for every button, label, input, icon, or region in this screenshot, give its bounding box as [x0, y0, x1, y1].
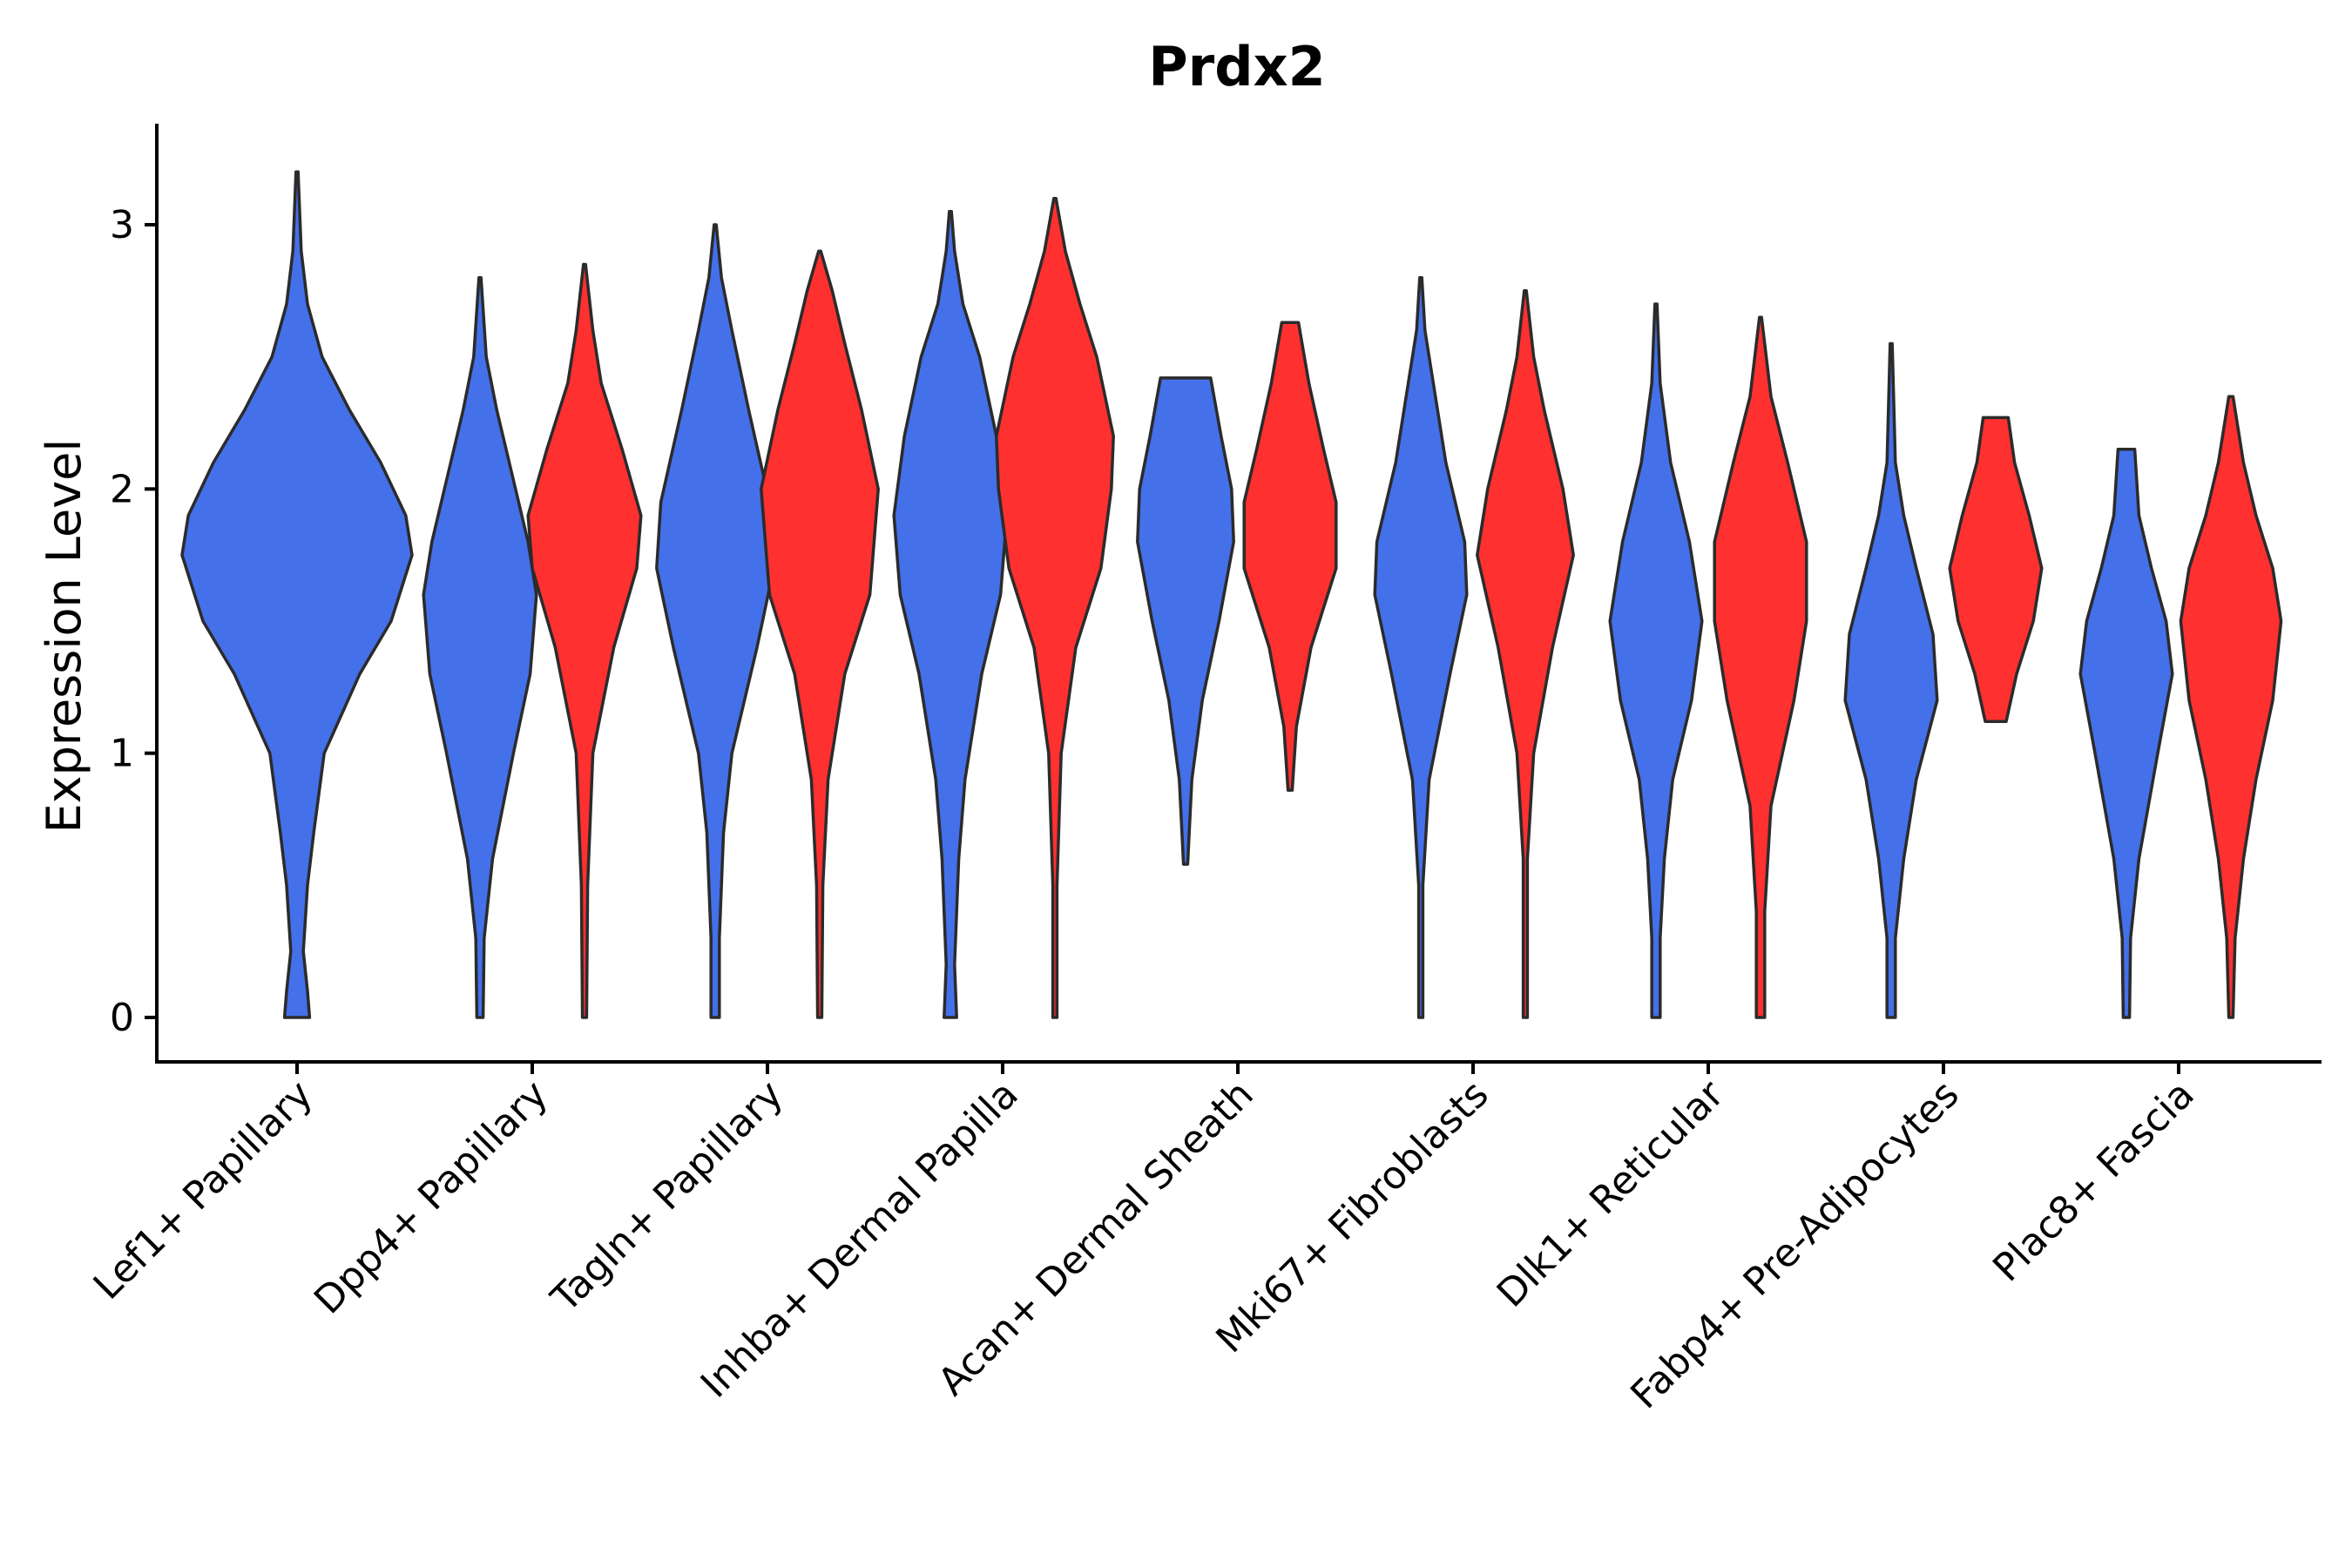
violin-6-group_b [1713, 315, 1808, 1019]
violin-3-group_a [892, 210, 1009, 1019]
y-tick-label: 3 [110, 203, 134, 247]
x-tick-label: Mki67+ Fibroblasts [1207, 1072, 1497, 1362]
x-tick-label: Lef1+ Papillary [85, 1072, 321, 1308]
y-axis-label: Expression Level [37, 439, 91, 834]
y-tick-label: 2 [110, 467, 134, 511]
violin-0-group_a [180, 170, 414, 1019]
violin-7-group_b [1948, 416, 2044, 724]
x-tick-label: Tagln+ Papillary [543, 1072, 792, 1321]
violin-1-group_a [422, 275, 538, 1019]
violin-6-group_a [1608, 302, 1704, 1019]
violin-7-group_a [1843, 341, 1939, 1019]
violin-4-group_b [1242, 321, 1338, 792]
violin-5-group_b [1476, 289, 1575, 1019]
chart-title: Prdx2 [1148, 35, 1326, 98]
y-tick-label: 0 [110, 996, 134, 1040]
violin-group [180, 170, 2283, 1019]
violin-5-group_a [1373, 275, 1469, 1019]
violin-2-group_a [655, 223, 775, 1019]
violin-1-group_b [526, 262, 643, 1019]
x-tick-label: Dlk1+ Reticular [1489, 1071, 1734, 1316]
violin-2-group_b [760, 249, 880, 1019]
y-tick-label: 1 [110, 732, 134, 776]
violin-8-group_b [2179, 395, 2283, 1019]
violin-8-group_a [2078, 448, 2174, 1019]
x-tick-label: Plac8+ Fascia [1984, 1072, 2203, 1291]
y-ticks: 0 1 2 3 [110, 203, 157, 1040]
violin-4-group_a [1136, 376, 1235, 866]
x-tick-label: Dpp4+ Papillary [306, 1072, 557, 1323]
violin-3-group_b [995, 196, 1115, 1019]
